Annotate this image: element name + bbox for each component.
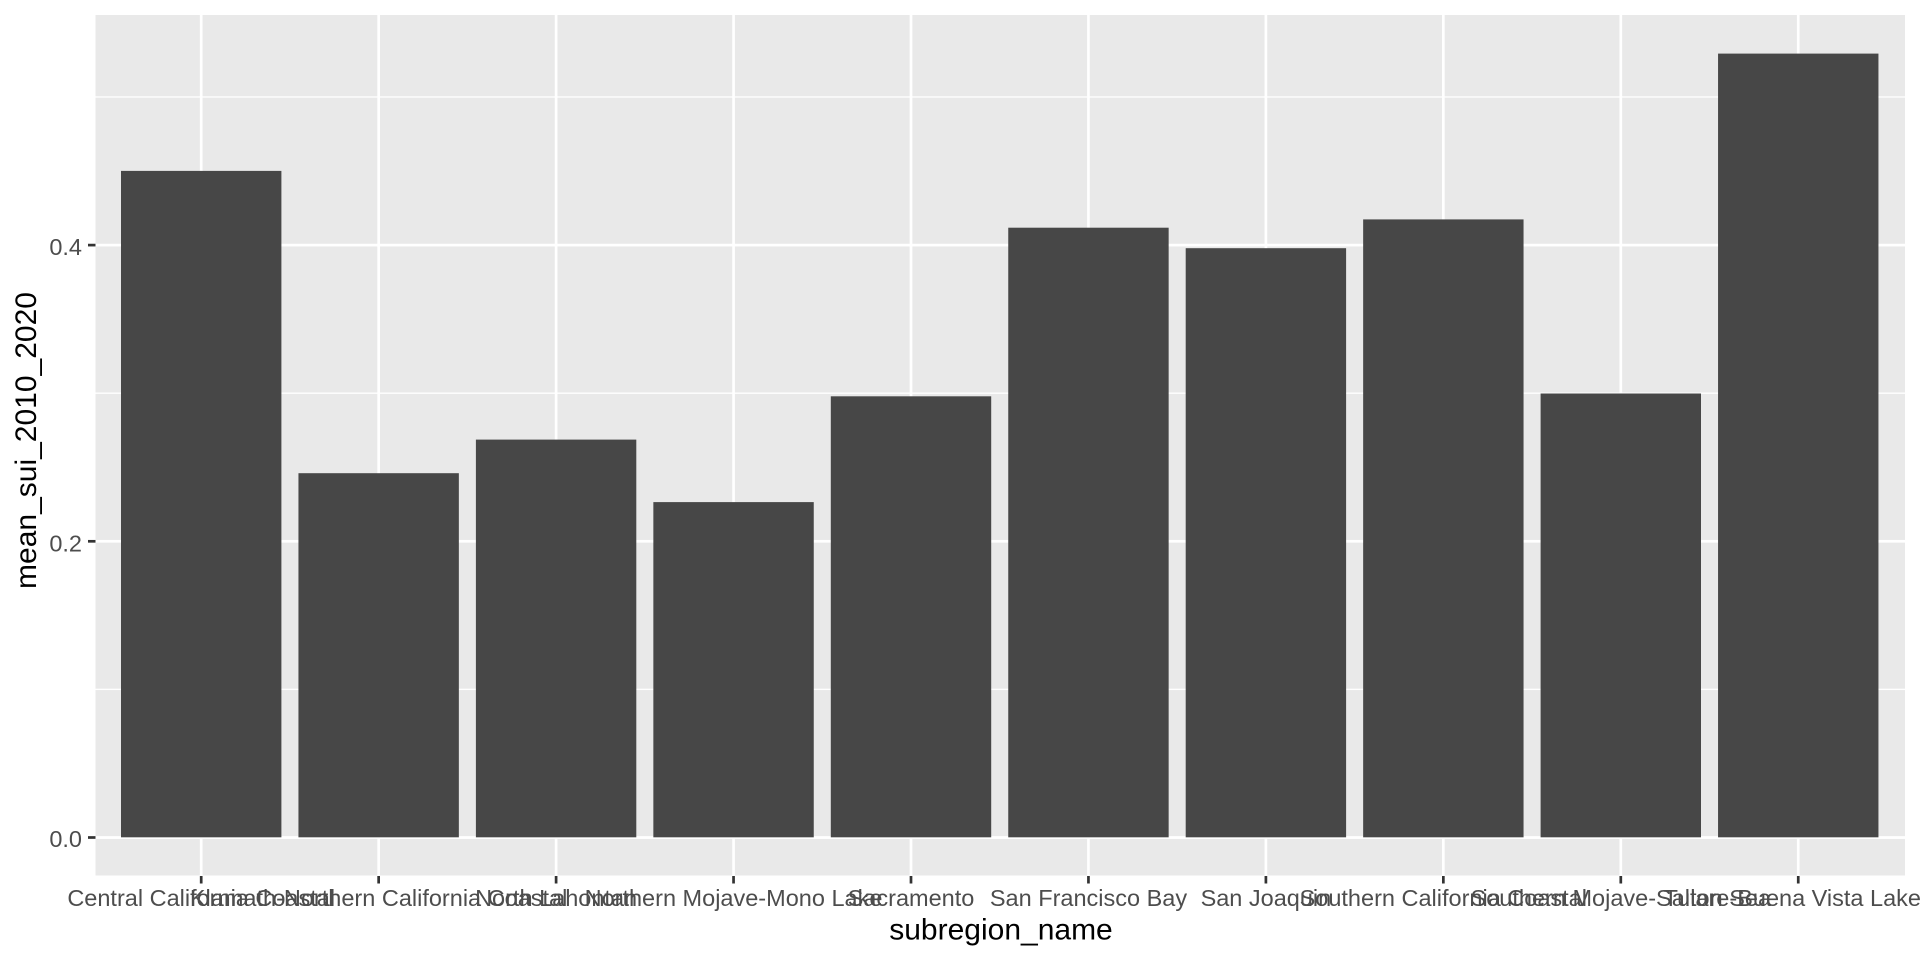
svg-text:0.0: 0.0 <box>49 826 82 852</box>
svg-text:Southern California Coastal: Southern California Coastal <box>1300 885 1587 911</box>
svg-text:North Lahontan: North Lahontan <box>475 885 637 911</box>
svg-text:Southern Mojave-Salton Sea: Southern Mojave-Salton Sea <box>1471 885 1772 911</box>
svg-text:Klamath-Northern California Co: Klamath-Northern California Coastal <box>190 885 567 911</box>
svg-text:San Francisco Bay: San Francisco Bay <box>990 885 1187 911</box>
svg-text:Northern Mojave-Mono Lake: Northern Mojave-Mono Lake <box>585 885 883 911</box>
svg-text:Tulare-Buena Vista Lakes: Tulare-Buena Vista Lakes <box>1664 885 1920 911</box>
svg-text:San Joaquin: San Joaquin <box>1201 885 1332 911</box>
svg-text:0.4: 0.4 <box>49 234 82 260</box>
svg-text:0.2: 0.2 <box>49 530 82 556</box>
svg-text:Sacramento: Sacramento <box>848 885 975 911</box>
svg-text:mean_sui_2010_2020: mean_sui_2010_2020 <box>10 292 43 589</box>
svg-text:subregion_name: subregion_name <box>889 913 1113 946</box>
svg-text:Central California Coastal: Central California Coastal <box>67 885 335 911</box>
